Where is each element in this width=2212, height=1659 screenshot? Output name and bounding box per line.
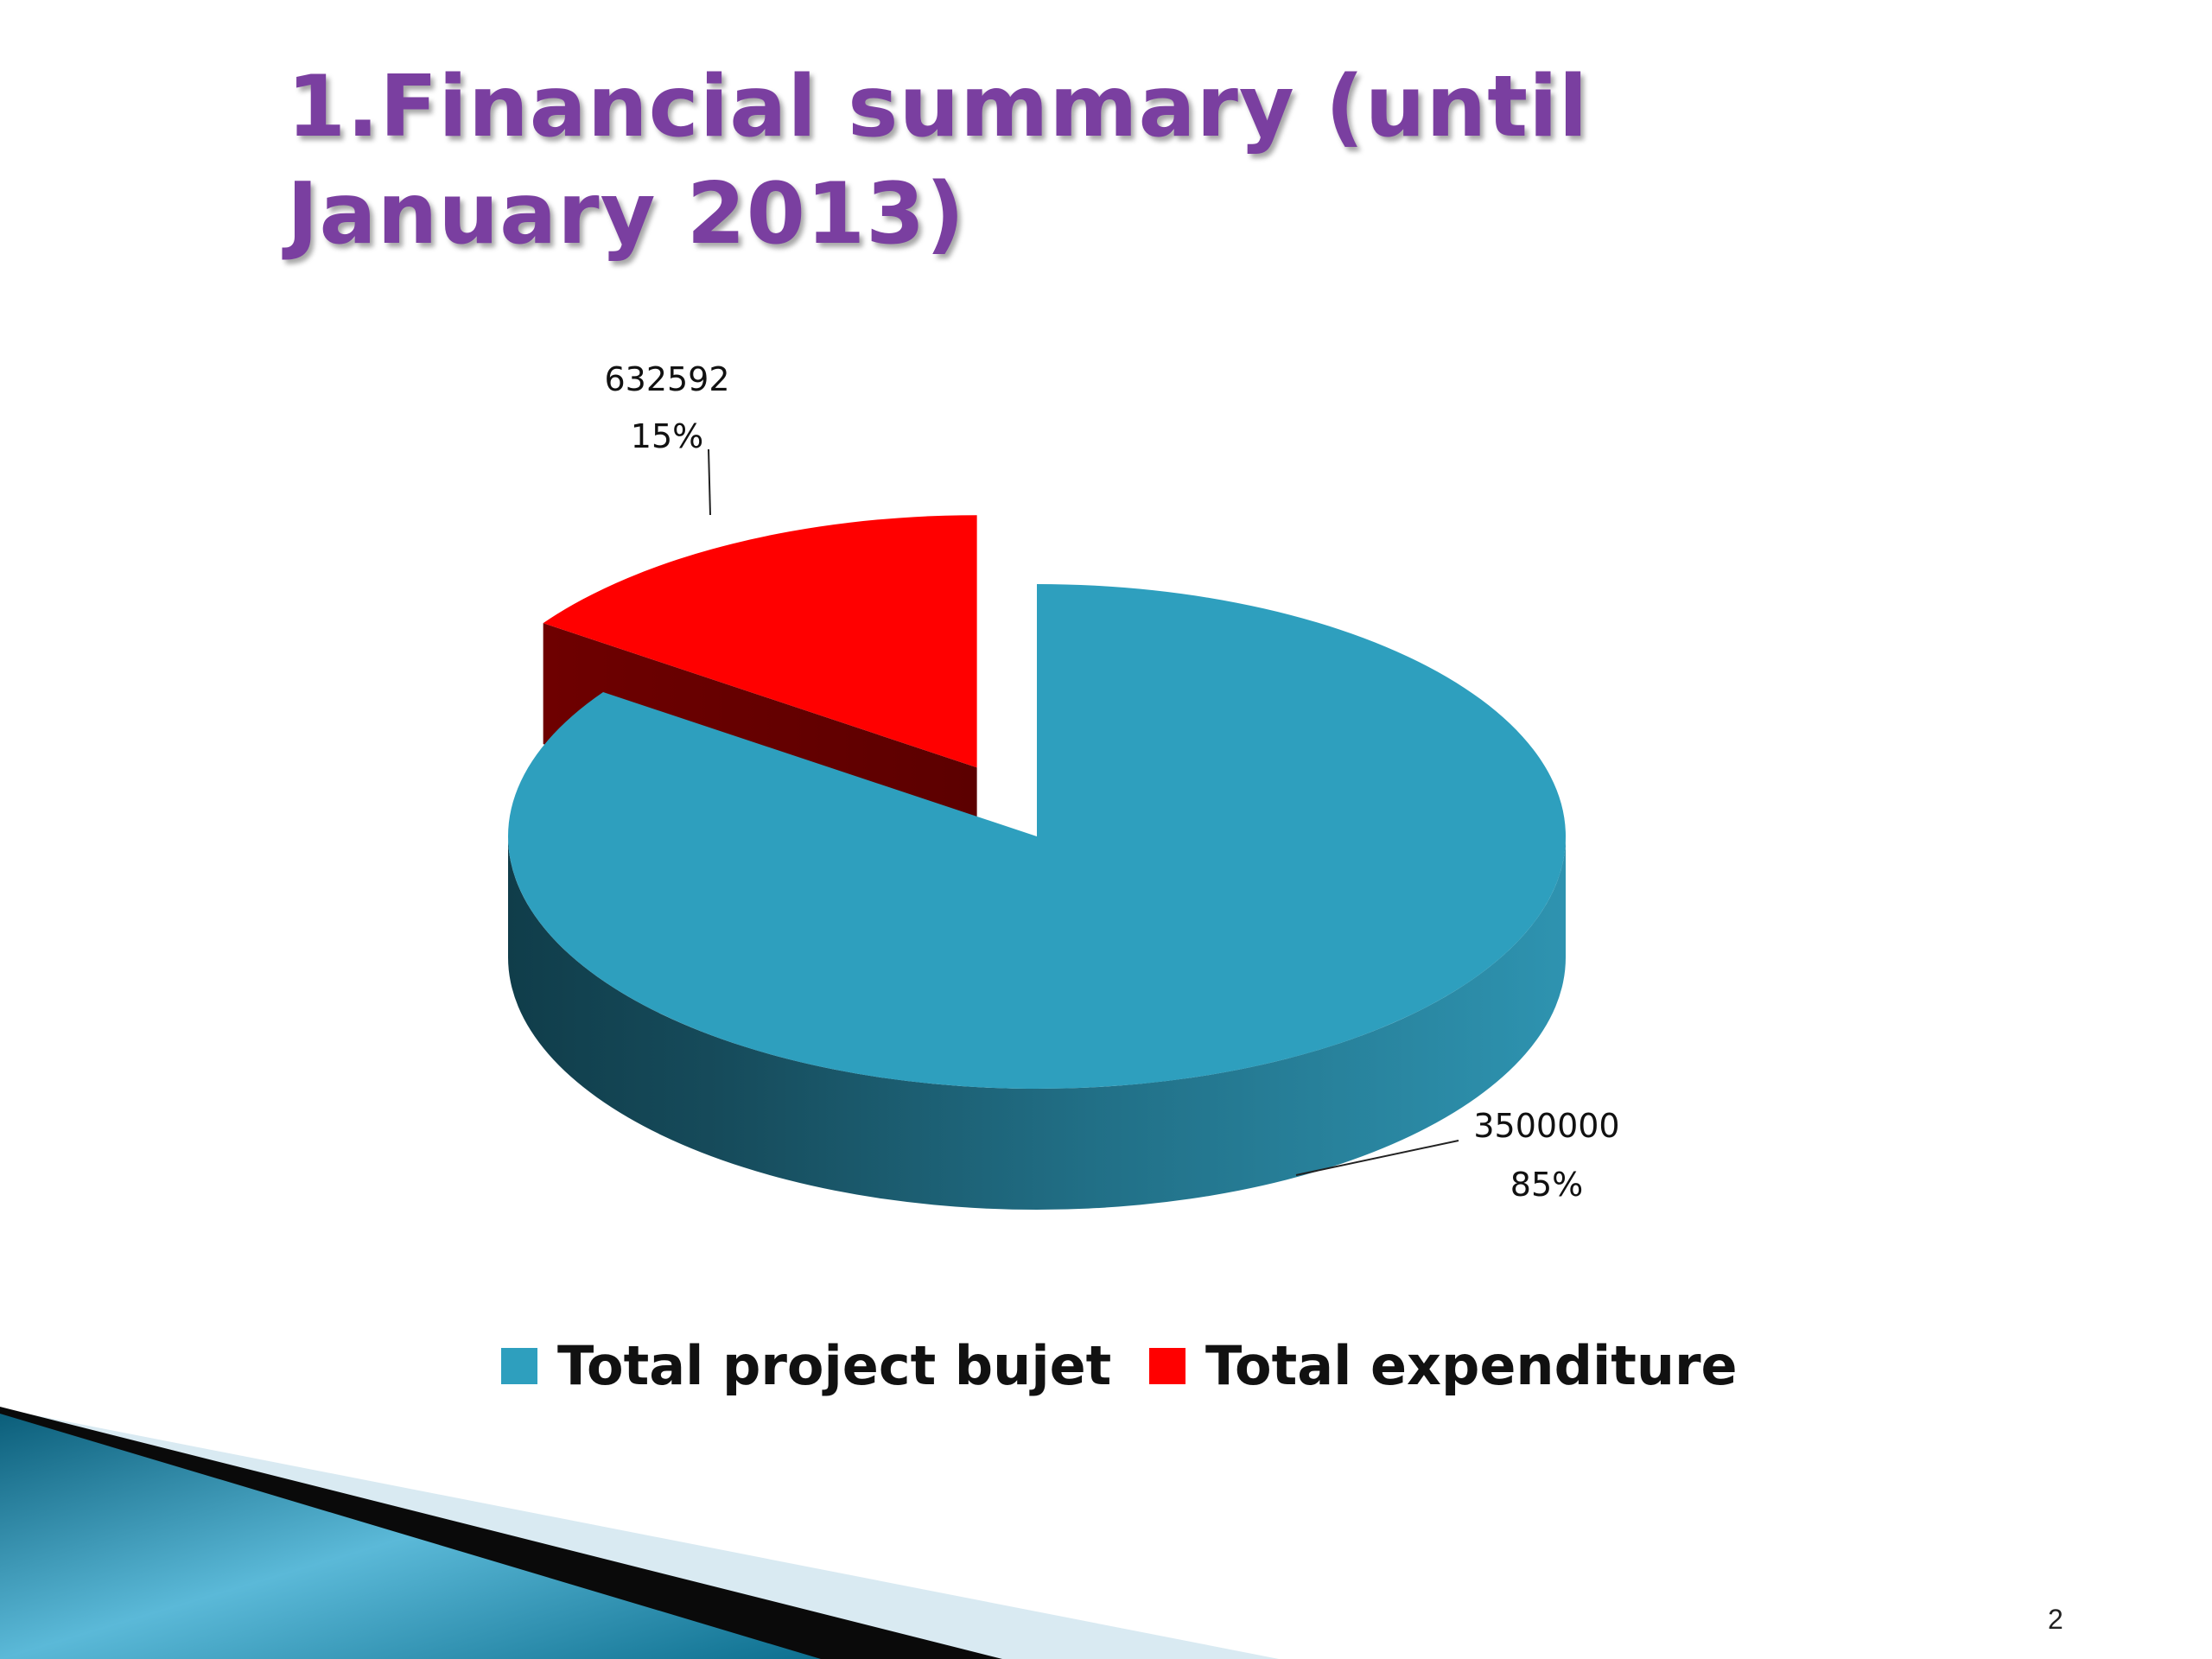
data-label-value: 632592: [604, 360, 729, 398]
slice-total-expenditure: [543, 515, 977, 768]
pie-group: [507, 515, 1566, 1210]
banner-black-stripe: [0, 1407, 1002, 1659]
slide-title: 1.Financial summary (until January 2013): [287, 58, 1589, 264]
slice-total-project-bujet-side: [508, 836, 1566, 1210]
decorative-banner: [0, 1407, 1279, 1659]
legend-swatch: [1149, 1348, 1185, 1384]
data-label-value: 3500000: [1473, 1107, 1619, 1145]
data-label-percent: 85%: [1510, 1166, 1583, 1204]
data-label-percent: 15%: [631, 417, 703, 455]
legend-label: Total project bujet: [557, 1334, 1111, 1397]
leader-line: [1295, 1140, 1459, 1176]
leader-line: [708, 448, 711, 516]
legend-label: Total expenditure: [1205, 1334, 1738, 1397]
data-labels: 3500000 85% 632592 15%: [604, 360, 1619, 1204]
banner-teal-panel: [0, 1414, 821, 1659]
page-number: 2: [2048, 1604, 2063, 1635]
slice-total-project-bujet: [507, 584, 1566, 1089]
legend-swatch: [501, 1348, 537, 1384]
legend: Total project bujet Total expenditure: [501, 1334, 1738, 1397]
